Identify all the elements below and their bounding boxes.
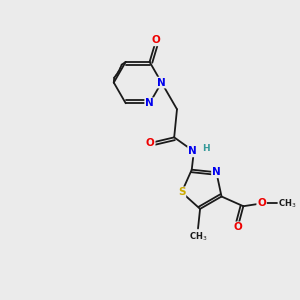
Text: N: N: [212, 167, 221, 177]
Text: O: O: [233, 222, 242, 232]
Text: N: N: [145, 98, 154, 108]
Text: O: O: [257, 198, 266, 208]
Text: CH$_3$: CH$_3$: [278, 197, 297, 210]
Text: CH$_3$: CH$_3$: [189, 231, 207, 243]
Text: N: N: [188, 146, 197, 156]
Text: S: S: [178, 187, 185, 197]
Text: H: H: [202, 144, 209, 153]
Text: O: O: [152, 35, 161, 45]
Text: N: N: [157, 78, 166, 88]
Text: O: O: [146, 138, 155, 148]
